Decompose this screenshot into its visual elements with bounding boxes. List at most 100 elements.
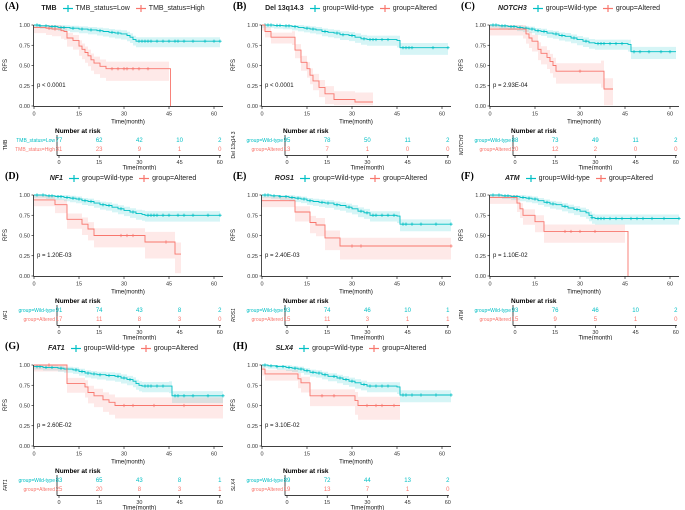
risk-count: 1 xyxy=(446,308,450,314)
risk-x-axis-title: Time(month) xyxy=(579,166,613,171)
risk-x-tick-label: 15 xyxy=(96,330,102,336)
y-tick-label: 0.75 xyxy=(247,43,258,49)
x-tick-label: 45 xyxy=(394,112,400,118)
x-tick-label: 15 xyxy=(304,282,310,288)
risk-count: 1 xyxy=(178,147,182,153)
risk-count: 0 xyxy=(218,317,222,323)
risk-gene-label: NF1 xyxy=(3,310,9,320)
x-tick-label: 30 xyxy=(121,282,127,288)
y-tick-label: 0.25 xyxy=(19,424,30,430)
legend-item-altered: group=Altered xyxy=(138,174,196,183)
legend-label: group=Wild-type xyxy=(545,5,597,12)
risk-row-label: group=Wild-type xyxy=(246,478,283,484)
legend-item-wildtype: TMB_status=Low xyxy=(62,4,130,13)
legend-item-wildtype: group=Wild-type xyxy=(68,174,133,183)
risk-row-label: group=Wild-type xyxy=(18,478,55,484)
x-tick-label: 0 xyxy=(32,452,35,458)
risk-count: 46 xyxy=(592,308,599,314)
risk-count: 0 xyxy=(406,147,410,153)
x-tick-label: 60 xyxy=(667,112,673,118)
legend-label: TMB_status=High xyxy=(148,5,205,12)
risk-x-axis-title: Time(month) xyxy=(579,336,613,341)
panel-letter: (D) xyxy=(5,171,19,182)
pvalue-text: p = 3.10E-02 xyxy=(265,423,300,429)
y-axis-title: RFS xyxy=(231,229,237,241)
risk-count: 15 xyxy=(284,317,291,323)
risk-x-tick-label: 30 xyxy=(592,330,598,336)
legend-item-wildtype: group=Wild-type xyxy=(309,4,374,13)
risk-count: 5 xyxy=(594,317,598,323)
y-axis-title: RFS xyxy=(231,59,237,71)
x-tick-label: 15 xyxy=(76,452,82,458)
y-tick-label: 0.50 xyxy=(19,64,30,70)
y-tick-label: 0.00 xyxy=(247,274,258,280)
panel-letter: (F) xyxy=(461,171,474,182)
risk-count: 1 xyxy=(406,317,410,323)
risk-x-tick-label: 0 xyxy=(285,330,288,336)
risk-count: 17 xyxy=(56,317,63,323)
risk-count: 1 xyxy=(218,478,222,484)
legend-item-altered: group=Altered xyxy=(602,4,660,13)
risk-x-tick-label: 45 xyxy=(177,500,183,506)
risk-count: 1 xyxy=(218,487,222,493)
x-tick-label: 45 xyxy=(166,452,172,458)
gene-title: TMB xyxy=(41,5,57,12)
risk-x-axis-title: Time(month) xyxy=(123,336,157,341)
risk-table-header: Number at risk xyxy=(283,298,329,305)
risk-count: 20 xyxy=(96,487,103,493)
risk-row-label: group=Wild-type xyxy=(18,308,55,314)
risk-count: 23 xyxy=(96,147,103,153)
confidence-band-wildtype xyxy=(262,195,451,233)
risk-row-label: group=Wild-type xyxy=(474,138,511,144)
panel-NOTCH3: (C) NOTCH3 group=Wild-type group=Altered 1.0… xyxy=(456,0,684,170)
risk-x-tick-label: 30 xyxy=(592,160,598,166)
y-tick-label: 0.25 xyxy=(475,254,486,260)
y-tick-label: 0.25 xyxy=(247,424,258,430)
y-tick-label: 0.75 xyxy=(247,383,258,389)
risk-count: 78 xyxy=(324,138,331,144)
risk-count: 20 xyxy=(512,147,519,153)
risk-count: 11 xyxy=(324,317,331,323)
risk-x-tick-label: 15 xyxy=(96,160,102,166)
risk-x-tick-label: 15 xyxy=(324,160,330,166)
x-tick-label: 45 xyxy=(622,112,628,118)
risk-count: 88 xyxy=(512,138,519,144)
risk-count: 13 xyxy=(284,147,291,153)
x-tick-label: 0 xyxy=(32,112,35,118)
y-tick-label: 1.00 xyxy=(475,193,486,199)
x-axis-title: Time(month) xyxy=(339,460,373,466)
risk-count: 9 xyxy=(554,317,558,323)
confidence-band-wildtype xyxy=(262,365,451,404)
panel-Del 13q14.3: (B) Del 13q14.3 group=Wild-type group=Alter… xyxy=(228,0,456,170)
risk-count: 2 xyxy=(674,138,678,144)
risk-row-label: group=Altered xyxy=(251,147,283,153)
confidence-band-wildtype xyxy=(34,365,223,405)
y-tick-label: 1.00 xyxy=(19,193,30,199)
x-tick-label: 45 xyxy=(394,282,400,288)
risk-x-tick-label: 30 xyxy=(136,330,142,336)
risk-count: 0 xyxy=(446,147,450,153)
legend-key-icon xyxy=(299,345,310,352)
risk-count: 91 xyxy=(56,308,63,314)
risk-x-tick-label: 60 xyxy=(217,500,223,506)
panel-letter: (G) xyxy=(5,341,20,352)
risk-table: Number at risk ROS1 group=Wild-type 93 74 46 1… xyxy=(231,298,451,340)
risk-count: 13 xyxy=(404,478,411,484)
legend-item-altered: group=Altered xyxy=(140,344,198,353)
survival-curve-altered xyxy=(490,28,613,90)
x-tick-label: 60 xyxy=(211,452,217,458)
y-axis-title: RFS xyxy=(3,399,9,411)
legend-label: group=Wild-type xyxy=(322,5,374,12)
x-tick-label: 0 xyxy=(488,112,491,118)
risk-count: 93 xyxy=(284,308,291,314)
legend-item-wildtype: group=Wild-type xyxy=(532,4,597,13)
risk-count: 95 xyxy=(284,138,291,144)
panel-title-row: ATM group=Wild-type group=Altered xyxy=(474,174,684,183)
panel-letter: (A) xyxy=(5,1,19,12)
y-tick-label: 0.75 xyxy=(475,43,486,49)
risk-count: 0 xyxy=(634,147,638,153)
risk-row-label: TMB_status=Low xyxy=(16,138,55,144)
survival-curve-wildtype xyxy=(490,194,679,219)
